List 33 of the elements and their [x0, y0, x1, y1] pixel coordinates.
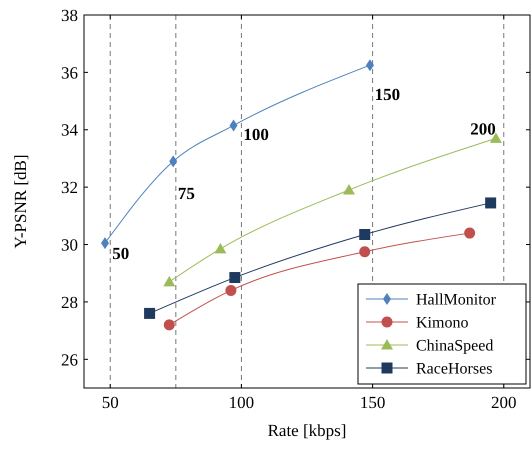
annotation: 100: [243, 125, 269, 144]
x-axis-title: Rate [kbps]: [268, 421, 346, 440]
annotation: 150: [374, 84, 400, 104]
point: [485, 197, 496, 208]
point: [229, 272, 240, 284]
x-tick-label: 100: [228, 393, 254, 412]
x-tick-label: 150: [360, 393, 386, 412]
y-axis-title: Y-PSNR [dB]: [11, 154, 30, 248]
y-tick-label: 30: [61, 235, 78, 254]
legend-label: RaceHorses: [416, 360, 492, 378]
point: [163, 276, 176, 286]
legend-label: HallMonitor: [416, 292, 497, 309]
x-tick-label: 200: [491, 393, 517, 412]
annotation: 200: [470, 119, 496, 138]
y-tick-label: 28: [61, 292, 78, 312]
annotation: 50: [112, 244, 130, 264]
point: [164, 319, 175, 330]
point: [464, 228, 476, 239]
point: [359, 228, 370, 240]
annotation: 75: [178, 184, 195, 203]
point: [144, 308, 156, 319]
y-tick-label: 26: [61, 350, 78, 370]
y-tick-label: 34: [61, 120, 78, 140]
point: [214, 242, 226, 254]
point: [342, 184, 355, 195]
point: [359, 246, 370, 258]
x-tick-label: 50: [102, 393, 119, 412]
y-tick-label: 36: [61, 63, 78, 82]
legend-label: ChinaSpeed: [416, 338, 494, 355]
point: [225, 284, 236, 296]
y-tick-label: 32: [61, 178, 78, 198]
legend-label: Kimono: [416, 314, 468, 332]
y-tick-label: 38: [61, 6, 78, 25]
